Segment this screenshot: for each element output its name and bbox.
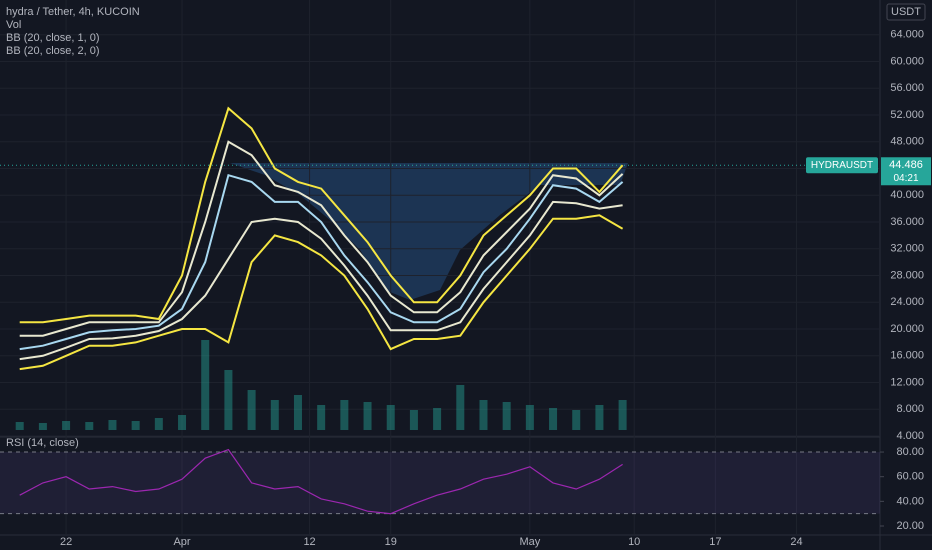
unit-box (886, 3, 926, 21)
x-tick-label: Apr (173, 536, 190, 548)
volume-bar (572, 410, 581, 430)
x-tick-label: 24 (790, 536, 802, 548)
volume-bar (38, 423, 47, 430)
volume-bar (317, 405, 326, 430)
volume-bar (618, 400, 627, 430)
volume-bar (154, 418, 163, 430)
y-tick-label: 60.000 (890, 55, 924, 67)
marks (19, 106, 624, 515)
y-tick-label: 4.000 (896, 430, 924, 442)
countdown-label: 04:21 (893, 173, 918, 184)
volume-bar (340, 400, 349, 430)
volume-bar (525, 405, 534, 430)
chart-title: hydra / Tether, 4h, KUCOIN (6, 6, 140, 18)
y-tick-label: 24.000 (890, 296, 924, 308)
y-tick-label: 60.00 (896, 471, 924, 483)
volume-bar (247, 390, 256, 430)
rsi-legend: RSI (14, close) (6, 437, 79, 449)
volume-bar (224, 370, 233, 430)
volume-bar (502, 402, 511, 430)
series-line (19, 448, 623, 515)
series-line (19, 214, 624, 371)
price-tag (881, 157, 931, 186)
y-tick-label: 12.000 (890, 376, 924, 388)
volume-bar (270, 400, 279, 430)
x-tick-label: May (519, 536, 540, 548)
y-tick-label: 36.000 (890, 216, 924, 228)
last-price-label: 44.486 (889, 159, 923, 171)
y-tick-label: 20.000 (890, 323, 924, 335)
volume-bar (456, 385, 465, 430)
series-line (19, 173, 624, 351)
unit-label: USDT (891, 6, 921, 18)
rsi-band (0, 452, 880, 514)
y-tick-label: 8.000 (896, 403, 924, 415)
y-tick-label: 40.000 (890, 189, 924, 201)
volume-bar (549, 408, 558, 430)
y-tick-label: 16.000 (890, 350, 924, 362)
volume-bar (201, 340, 210, 430)
volume-bar (433, 408, 442, 430)
grid (0, 0, 880, 535)
symbol-label: HYDRAUSDT (811, 160, 873, 171)
y-tick-label: 48.000 (890, 136, 924, 148)
volume-bar (293, 395, 302, 430)
x-tick-label: 22 (60, 536, 72, 548)
volume-bar (108, 420, 117, 430)
series-line (19, 140, 624, 337)
series-line (19, 106, 624, 324)
volume-legend: Vol (6, 19, 21, 31)
indicator-legend: BB (20, close, 1, 0) (6, 32, 100, 44)
volume-bar (85, 422, 94, 430)
volume-bar (409, 410, 418, 430)
x-tick-label: 19 (385, 536, 397, 548)
y-tick-label: 52.000 (890, 109, 924, 121)
symbol-tag (806, 157, 878, 174)
y-tick-label: 40.00 (896, 495, 924, 507)
y-tick-label: 28.000 (890, 269, 924, 281)
y-tick-label: 32.000 (890, 243, 924, 255)
y-tick-label: 56.000 (890, 82, 924, 94)
volume-bar (479, 400, 488, 430)
x-tick-label: 17 (709, 536, 721, 548)
x-tick-label: 12 (303, 536, 315, 548)
volume-bar (595, 405, 604, 430)
y-tick-label: 80.00 (896, 446, 924, 458)
volume-bar (386, 405, 395, 430)
volume-bar (131, 421, 140, 430)
volume-bar (62, 421, 71, 430)
series-line (19, 200, 623, 361)
indicator-legend: BB (20, close, 2, 0) (6, 45, 100, 57)
volume-bar (363, 402, 372, 430)
volume-bar (178, 415, 187, 430)
x-tick-label: 10 (628, 536, 640, 548)
y-tick-label: 20.00 (896, 520, 924, 532)
y-tick-label: 64.000 (890, 29, 924, 41)
volume-bar (15, 422, 24, 430)
